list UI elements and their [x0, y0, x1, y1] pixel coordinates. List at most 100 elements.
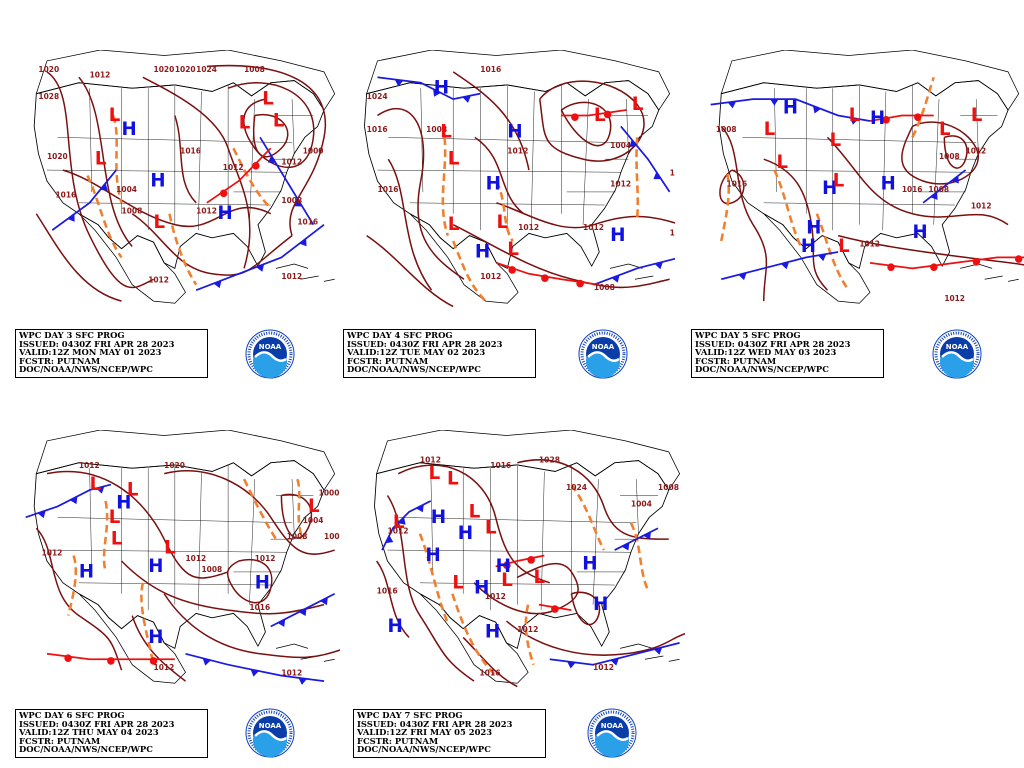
isobar — [46, 470, 229, 579]
cold-front-pip — [37, 510, 46, 519]
isobar-label: 1000 — [319, 488, 340, 497]
isobar-label: 1012 — [485, 592, 506, 601]
isobar — [826, 136, 1009, 226]
trough-line — [140, 582, 155, 665]
isobar — [387, 158, 433, 291]
high-pressure-marker: H — [148, 556, 163, 577]
trough-line — [441, 137, 450, 236]
cold-front-pip — [69, 496, 78, 505]
cold-front-pip — [738, 272, 747, 281]
cold-front — [259, 136, 315, 226]
isobar-label: 1012 — [944, 294, 965, 303]
state-border — [387, 549, 631, 553]
logo-bird — [941, 351, 974, 362]
low-pressure-marker: L — [262, 88, 274, 109]
isobar-label: 1016 — [180, 147, 201, 156]
isobar-label: 1012 — [255, 554, 276, 563]
issued-line: ISSUED: 0430Z FRI APR 28 2023 — [695, 339, 851, 349]
state-border — [582, 99, 589, 225]
state-border — [398, 517, 637, 524]
state-border — [933, 99, 940, 225]
state-border — [731, 169, 971, 173]
cold-front-pip — [277, 619, 286, 627]
high-pressure-marker: H — [870, 108, 885, 129]
trough-line — [524, 604, 535, 666]
valid-line: VALID:12Z MON MAY 01 2023 — [19, 348, 162, 357]
title-line: WPC DAY 7 SFC PROG — [357, 711, 463, 720]
trough-line — [570, 483, 606, 551]
cold-front-pip — [727, 101, 737, 109]
state-border — [291, 99, 295, 154]
isobar — [131, 213, 293, 276]
isobar-label: 1020 — [38, 65, 59, 74]
mexico-outline — [419, 593, 529, 684]
low-pressure-marker: L — [429, 463, 441, 484]
issued-line: ISSUED: 0430Z FRI APR 28 2023 — [19, 339, 175, 349]
isobar — [174, 115, 197, 204]
isobar-label: 1000 — [303, 147, 324, 156]
warm-front-pip — [541, 274, 549, 282]
isobar — [62, 169, 272, 228]
isobar — [46, 71, 154, 289]
state-border — [198, 91, 202, 231]
mexico-outline — [78, 213, 186, 304]
cold-front-pip — [654, 261, 663, 270]
low-pressure-marker: L — [485, 518, 497, 539]
noaa-logo: NOAA — [932, 329, 982, 379]
isobar-label: 1012 — [185, 554, 206, 563]
cold-front — [593, 257, 675, 286]
high-pressure-marker: H — [610, 225, 625, 246]
trough-line — [242, 478, 278, 540]
caribbean-islands — [960, 263, 1019, 282]
cold-front — [51, 169, 117, 231]
isobar — [763, 158, 829, 291]
isobar-label: 1012 — [480, 272, 501, 281]
isobar-label: 1012 — [154, 663, 175, 672]
canada-outline — [35, 430, 336, 491]
high-pressure-marker: H — [593, 594, 608, 615]
valid-line: VALID:12Z TUE MAY 02 2023 — [347, 348, 486, 357]
isobar-label: 1016 — [727, 179, 748, 188]
issued-line: ISSUED: 0430Z FRI APR 28 2023 — [347, 339, 503, 349]
warm-front-pip — [149, 657, 158, 665]
low-pressure-marker: L — [109, 105, 121, 126]
trough-line — [296, 478, 304, 540]
isobar-label: 1008 — [658, 483, 679, 492]
cold-front-pip — [817, 253, 827, 262]
cold-front-pip — [250, 669, 259, 677]
logo-label: NOAA — [601, 722, 624, 730]
logo-bird — [254, 351, 287, 362]
low-pressure-marker: L — [939, 119, 951, 140]
isobar-label: 1016 — [479, 669, 500, 678]
usa-outline — [33, 460, 325, 649]
isobar-label: 1008 — [287, 532, 308, 541]
state-border — [419, 582, 615, 586]
isobar — [943, 135, 968, 169]
isobar-label: 1012 — [583, 223, 604, 232]
cold-front-pip — [629, 139, 638, 147]
warm-front-pip — [914, 113, 922, 121]
valid-line: VALID:12Z WED MAY 03 2023 — [695, 348, 837, 357]
logo-bird — [587, 351, 620, 362]
isobar-label: 1024 — [367, 92, 388, 101]
warm-front-pip — [252, 161, 260, 170]
high-pressure-marker: H — [148, 627, 163, 648]
state-border — [78, 582, 271, 586]
warm-front-pip — [1014, 255, 1023, 263]
low-pressure-marker: L — [448, 149, 460, 170]
valid-line: VALID:12Z THU MAY 04 2023 — [19, 728, 159, 737]
isobar — [539, 80, 645, 162]
cold-front-pip — [202, 658, 211, 666]
high-pressure-marker: H — [116, 492, 131, 513]
low-pressure-marker: L — [95, 148, 107, 169]
state-border — [57, 517, 293, 524]
caribbean-islands — [275, 263, 335, 282]
high-pressure-marker: H — [434, 78, 449, 99]
logo-wave — [252, 730, 287, 758]
forecaster-line: FCSTR: PUTNAM — [695, 356, 777, 366]
cold-front-pip — [812, 105, 821, 114]
weather-map-day3: 1020 1028 1020 1012 1016 1020 1020 1024 1016 1004… — [15, 50, 340, 312]
isobar-label: 1008 — [594, 283, 615, 292]
cold-front-pip — [298, 677, 307, 685]
state-border — [975, 99, 979, 154]
